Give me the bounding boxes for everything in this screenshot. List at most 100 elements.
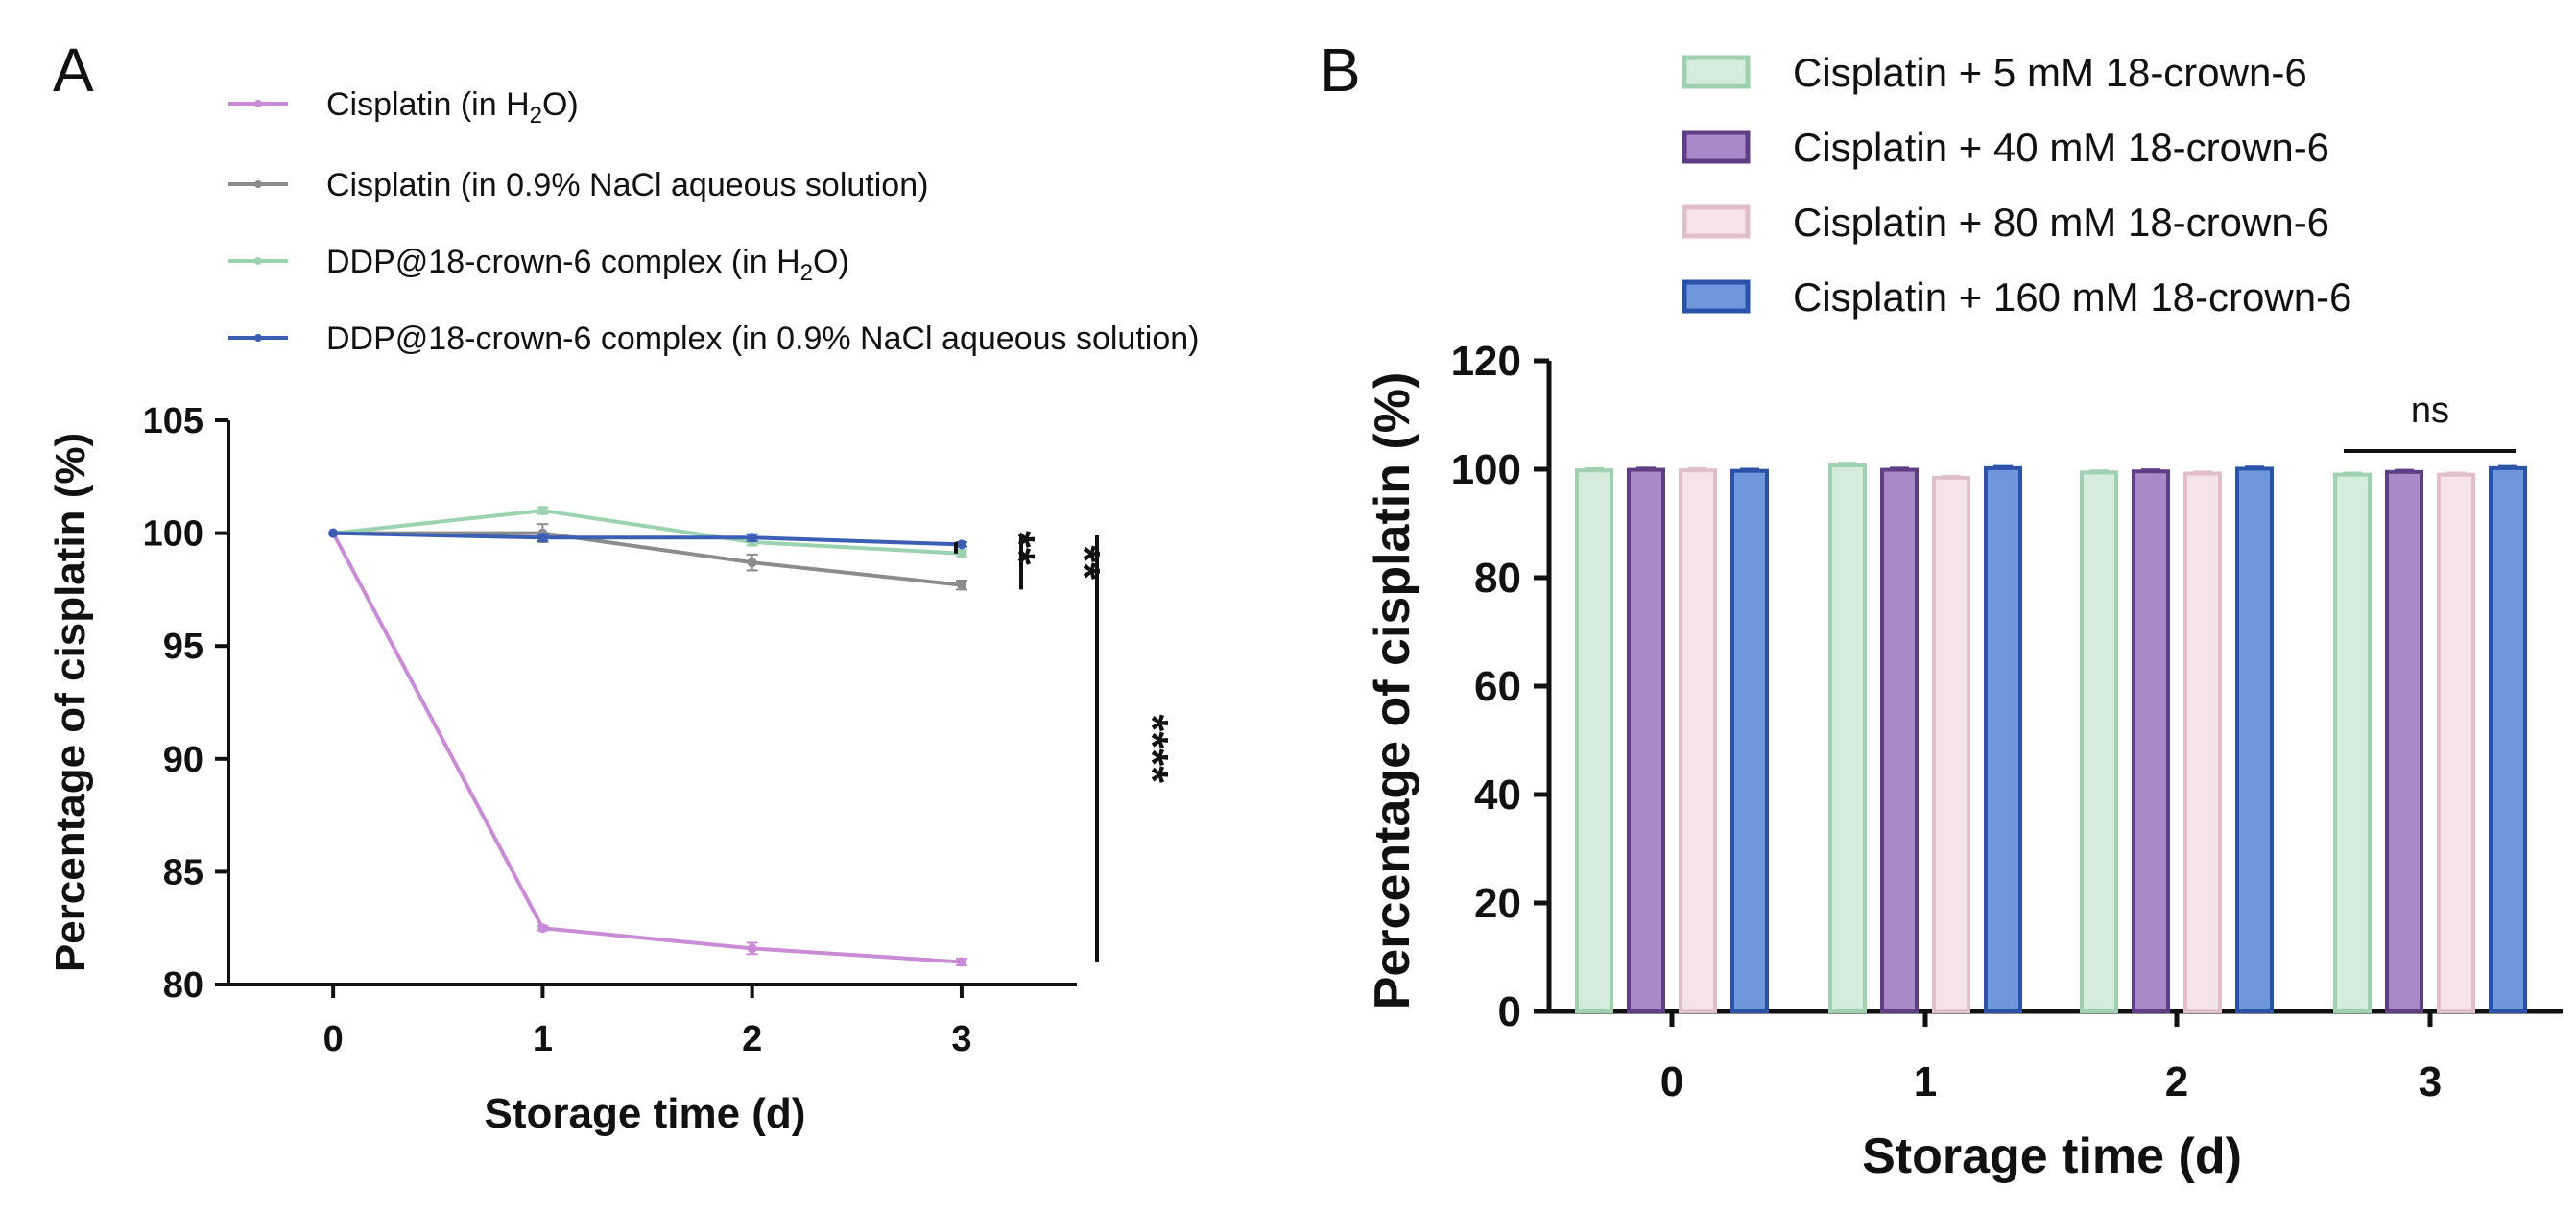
series-a-point — [747, 558, 757, 568]
legend-b-label: Cisplatin + 5 mM 18-crown-6 — [1793, 50, 2307, 95]
panel-a-y-tick-label: 100 — [143, 514, 203, 555]
significance-label: ns — [2411, 391, 2449, 431]
series-a — [328, 528, 967, 550]
bar — [2132, 469, 2170, 1013]
panel-b-x-tick-label: 3 — [2419, 1058, 2442, 1105]
panel-b-x-tick-label: 0 — [1660, 1058, 1683, 1105]
significance-label: **** — [1128, 714, 1178, 783]
panel-b-letter: B — [1320, 36, 1361, 105]
bar — [2333, 472, 2372, 1013]
panel-a-y-tick-label: 90 — [163, 740, 203, 780]
legend-b-item: Cisplatin + 160 mM 18-crown-6 — [1682, 274, 2351, 320]
panel-b-x-tick-label: 1 — [1914, 1058, 1937, 1105]
panel-a-x-tick-label: 3 — [951, 1019, 971, 1059]
legend-a-marker — [254, 334, 262, 342]
series-a-point — [537, 533, 548, 543]
series-a-point — [956, 548, 966, 558]
bar — [1880, 467, 1919, 1013]
panel-a-y-tick-label: 105 — [143, 401, 203, 441]
bar — [1627, 467, 1665, 1013]
panel-b-y-label: Percentage of cisplatin (%) — [1365, 372, 1420, 1010]
legend-b-item: Cisplatin + 5 mM 18-crown-6 — [1682, 50, 2307, 95]
panel-a-plot-area — [328, 506, 967, 967]
series-a-line — [333, 531, 963, 587]
series-a-point — [537, 923, 548, 934]
legend-a: Cisplatin (in H2O) Cisplatin (in 0.9% NaC… — [228, 86, 1199, 357]
series-a-line — [332, 509, 963, 556]
panel-a-x-tick-label: 0 — [323, 1019, 344, 1059]
panel-a-x-ticks: 0 1 2 3 — [323, 985, 972, 1059]
panel-b-y-tick-label: 100 — [1451, 446, 1521, 493]
legend-a-item: Cisplatin (in 0.9% NaCl aqueous solution… — [228, 167, 928, 203]
panel-a-y-tick-label: 85 — [163, 852, 203, 892]
legend-a-label: DDP@18-crown-6 complex (in H2O) — [326, 244, 849, 286]
panel-b-x-label: Storage time (d) — [1862, 1128, 2242, 1184]
legend-b-label: Cisplatin + 160 mM 18-crown-6 — [1793, 274, 2351, 320]
bar — [1575, 468, 1613, 1013]
legend-b-swatch — [1682, 204, 1751, 239]
legend-b-swatch — [1682, 55, 1751, 89]
legend-a-item: DDP@18-crown-6 complex (in 0.9% NaCl aqu… — [228, 321, 1199, 357]
series-a-point — [328, 528, 339, 538]
legend-a-label: Cisplatin (in 0.9% NaCl aqueous solution… — [326, 167, 928, 203]
series-a-point — [956, 539, 966, 550]
series-a-point — [537, 506, 548, 516]
panel-b-plot-area — [1575, 462, 2527, 1014]
legend-a-item: DDP@18-crown-6 complex (in H2O) — [228, 244, 849, 286]
legend-b-item: Cisplatin + 40 mM 18-crown-6 — [1682, 125, 2329, 170]
panel-b-y-tick-label: 20 — [1474, 880, 1521, 927]
legend-a-marker — [254, 257, 262, 265]
panel-b-y-tick-label: 80 — [1474, 555, 1521, 602]
panel-b-y-tick-label: 0 — [1498, 988, 1521, 1035]
series-a-line — [331, 532, 963, 964]
panel-a-x-tick-label: 2 — [742, 1019, 762, 1059]
legend-b-label: Cisplatin + 40 mM 18-crown-6 — [1793, 125, 2329, 170]
legend-a-marker — [254, 100, 262, 107]
series-a — [328, 528, 967, 967]
legend-b-item: Cisplatin + 80 mM 18-crown-6 — [1682, 200, 2329, 245]
panel-b-significance: ns — [2344, 391, 2516, 453]
panel-a-x-label: Storage time (d) — [485, 1090, 806, 1137]
bar — [2235, 466, 2274, 1013]
panel-a-x-tick-label: 1 — [533, 1019, 553, 1059]
panel-a-significance: ******** — [954, 531, 1178, 962]
bar — [1984, 465, 2022, 1013]
bar — [2183, 471, 2222, 1013]
legend-a-label: DDP@18-crown-6 complex (in 0.9% NaCl aqu… — [326, 321, 1199, 357]
panel-a: A Cisplatin (in H2O) Cisplatin (in 0.9% N… — [47, 36, 1199, 1137]
legend-b-swatch — [1682, 130, 1751, 164]
legend-b-label: Cisplatin + 80 mM 18-crown-6 — [1793, 200, 2329, 245]
panel-a-y-tick-label: 95 — [163, 627, 203, 667]
bar — [2080, 470, 2118, 1013]
bar — [1932, 476, 1970, 1014]
bar — [2437, 472, 2475, 1013]
legend-a-marker — [254, 180, 262, 188]
panel-a-y-label: Percentage of cisplatin (%) — [47, 433, 94, 972]
panel-a-y-tick-label: 80 — [163, 965, 203, 1006]
panel-a-axes — [227, 420, 1077, 986]
panel-b-y-ticks: 0 20 40 60 80 100 120 — [1451, 338, 1549, 1035]
series-a-point — [956, 957, 966, 967]
panel-b-x-ticks: 0 1 2 3 — [1660, 1011, 2442, 1105]
panel-a-letter: A — [53, 36, 94, 105]
bar — [2385, 469, 2423, 1013]
bar — [2489, 465, 2527, 1013]
bar — [1828, 463, 1867, 1014]
bar — [1730, 468, 1769, 1013]
series-a-point — [747, 533, 757, 543]
panel-b-y-tick-label: 120 — [1451, 338, 1521, 385]
bar — [1679, 468, 1717, 1013]
legend-b-swatch — [1682, 279, 1751, 314]
panel-a-y-ticks: 80 85 90 95 100 105 — [143, 401, 228, 1006]
series-a-line — [333, 531, 963, 547]
panel-b-y-tick-label: 60 — [1474, 663, 1521, 710]
series-a-point — [747, 943, 757, 954]
legend-a-label: Cisplatin (in H2O) — [326, 86, 579, 129]
series-a-point — [956, 580, 966, 590]
legend-b: Cisplatin + 5 mM 18-crown-6 Cisplatin + 4… — [1682, 50, 2351, 320]
panel-b-x-tick-label: 2 — [2165, 1058, 2188, 1105]
panel-b-y-tick-label: 40 — [1474, 772, 1521, 819]
significance-label: ** — [1060, 545, 1109, 580]
